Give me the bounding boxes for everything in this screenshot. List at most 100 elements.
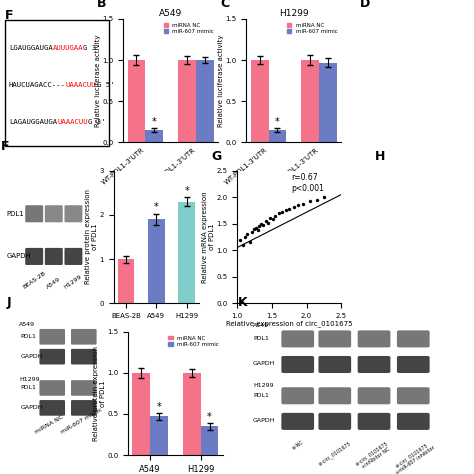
FancyBboxPatch shape — [25, 205, 43, 222]
FancyBboxPatch shape — [71, 400, 97, 416]
FancyBboxPatch shape — [64, 205, 82, 222]
Title: A549: A549 — [159, 9, 182, 18]
FancyBboxPatch shape — [397, 330, 429, 347]
Text: si-circ_0101675: si-circ_0101675 — [317, 440, 352, 467]
Text: *: * — [207, 412, 212, 422]
Point — [239, 241, 246, 249]
Point — [266, 215, 274, 222]
Bar — [146, 130, 163, 142]
Point — [272, 212, 279, 219]
FancyBboxPatch shape — [282, 413, 314, 430]
FancyBboxPatch shape — [64, 248, 82, 265]
Text: GAPDH: GAPDH — [21, 354, 43, 359]
Bar — [301, 60, 319, 142]
Text: GAPDH: GAPDH — [253, 418, 275, 423]
Text: BEAS-2B: BEAS-2B — [22, 271, 46, 290]
FancyBboxPatch shape — [25, 248, 43, 265]
Legend: miRNA NC, miR-607 mimic: miRNA NC, miR-607 mimic — [167, 335, 220, 348]
Text: *: * — [152, 117, 156, 127]
Text: G: G — [211, 150, 221, 163]
Bar — [319, 63, 337, 142]
Point — [242, 233, 249, 241]
Text: si-circ_0101675
+miR-607 inhibitor: si-circ_0101675 +miR-607 inhibitor — [391, 440, 436, 474]
Text: G 3': G 3' — [83, 45, 101, 51]
FancyBboxPatch shape — [358, 356, 391, 373]
FancyBboxPatch shape — [397, 356, 429, 373]
Point — [278, 208, 286, 216]
Point — [269, 216, 277, 223]
FancyBboxPatch shape — [358, 330, 391, 347]
Text: F: F — [5, 9, 13, 22]
Text: K: K — [238, 296, 247, 309]
Text: F: F — [0, 140, 9, 153]
FancyBboxPatch shape — [5, 20, 109, 146]
Y-axis label: Relative mRNA expression
of PDL1: Relative mRNA expression of PDL1 — [201, 191, 215, 283]
FancyBboxPatch shape — [71, 349, 97, 365]
FancyBboxPatch shape — [71, 329, 97, 345]
Text: LGAUGGAUGA: LGAUGGAUGA — [9, 45, 53, 51]
Bar — [132, 373, 150, 455]
Point — [299, 200, 307, 207]
Point — [264, 219, 272, 227]
Y-axis label: Relative protein expression
of PDL1: Relative protein expression of PDL1 — [92, 346, 106, 441]
Point — [253, 224, 260, 232]
Bar — [179, 201, 195, 303]
FancyBboxPatch shape — [319, 356, 351, 373]
Text: H1299: H1299 — [253, 383, 273, 388]
FancyBboxPatch shape — [45, 205, 63, 222]
Text: B: B — [97, 0, 106, 9]
Text: miRNA NC: miRNA NC — [34, 415, 64, 435]
Point — [248, 228, 256, 236]
Point — [257, 220, 265, 228]
Text: HAUCUAGACC---: HAUCUAGACC--- — [9, 82, 66, 88]
Y-axis label: Relative luciferase activity: Relative luciferase activity — [218, 34, 224, 127]
FancyBboxPatch shape — [282, 356, 314, 373]
Y-axis label: Relative luciferase activity: Relative luciferase activity — [95, 34, 101, 127]
Text: si-circ_0101675
+inhibitor NC: si-circ_0101675 +inhibitor NC — [355, 440, 393, 472]
FancyBboxPatch shape — [319, 413, 351, 430]
FancyBboxPatch shape — [319, 330, 351, 347]
Bar — [201, 426, 219, 455]
Point — [306, 198, 314, 205]
Point — [263, 217, 270, 225]
Text: J: J — [6, 296, 11, 309]
Text: UAAACUU: UAAACUU — [57, 119, 88, 126]
Point — [246, 238, 253, 246]
Text: PDL1: PDL1 — [7, 211, 24, 217]
Text: UAAACUU: UAAACUU — [66, 82, 97, 88]
Text: A549: A549 — [46, 277, 62, 290]
Legend: miRNA NC, miR-607 mimic: miRNA NC, miR-607 mimic — [286, 22, 338, 35]
Point — [251, 225, 258, 233]
Text: PDL1: PDL1 — [21, 385, 36, 391]
Text: GAPDH: GAPDH — [253, 361, 275, 366]
Point — [294, 201, 302, 209]
Point — [260, 221, 267, 228]
X-axis label: Relative expression of circ_0101675: Relative expression of circ_0101675 — [226, 320, 352, 327]
Bar — [118, 259, 134, 303]
Text: PDL1: PDL1 — [253, 392, 269, 398]
Text: G 3': G 3' — [88, 119, 105, 126]
FancyBboxPatch shape — [358, 387, 391, 404]
Text: PDL1: PDL1 — [253, 336, 269, 341]
Text: A549: A549 — [19, 322, 35, 327]
FancyBboxPatch shape — [39, 380, 65, 396]
Point — [255, 223, 263, 230]
Point — [290, 203, 298, 210]
Point — [285, 205, 293, 213]
Text: *: * — [275, 117, 280, 127]
Point — [275, 210, 283, 217]
Text: H: H — [374, 150, 385, 163]
Text: GAPDH: GAPDH — [7, 254, 31, 259]
FancyBboxPatch shape — [358, 413, 391, 430]
Text: si-NC: si-NC — [291, 440, 304, 451]
Legend: miRNA NC, miR-607 mimic: miRNA NC, miR-607 mimic — [163, 22, 215, 35]
FancyBboxPatch shape — [397, 387, 429, 404]
FancyBboxPatch shape — [45, 248, 63, 265]
FancyBboxPatch shape — [39, 400, 65, 416]
Text: A549: A549 — [253, 323, 269, 328]
Title: H1299: H1299 — [279, 9, 309, 18]
FancyBboxPatch shape — [282, 387, 314, 404]
Bar — [183, 373, 201, 455]
Text: GAPDH: GAPDH — [21, 405, 43, 410]
Text: *: * — [184, 186, 189, 196]
